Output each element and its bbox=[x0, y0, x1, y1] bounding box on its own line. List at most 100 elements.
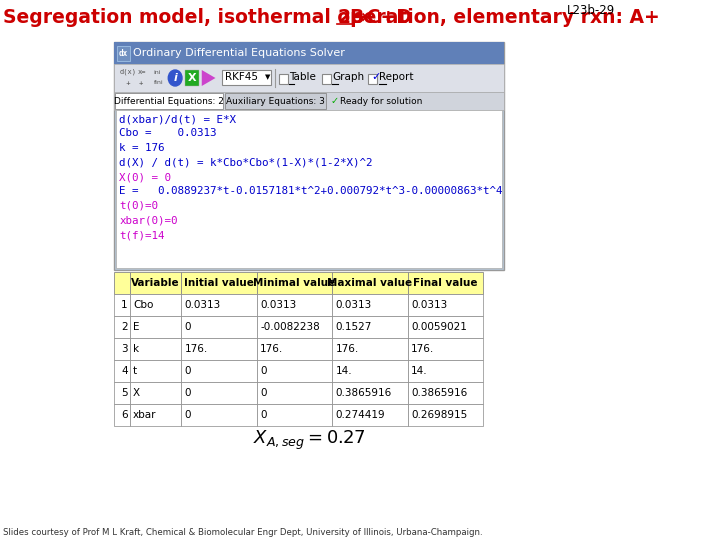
Bar bbox=[114, 404, 130, 426]
Bar bbox=[130, 382, 181, 404]
Bar bbox=[114, 92, 504, 110]
Text: +: + bbox=[139, 80, 143, 86]
Text: 0.3865916: 0.3865916 bbox=[336, 388, 392, 398]
Text: 3: 3 bbox=[121, 344, 128, 354]
Text: 176.: 176. bbox=[184, 344, 208, 354]
Text: L23b-29: L23b-29 bbox=[567, 4, 615, 17]
Text: 176.: 176. bbox=[411, 344, 434, 354]
Text: Table: Table bbox=[289, 72, 316, 82]
Bar bbox=[181, 316, 257, 338]
Text: 0.0059021: 0.0059021 bbox=[411, 322, 467, 332]
Bar bbox=[332, 404, 408, 426]
Bar bbox=[181, 404, 257, 426]
Bar bbox=[369, 74, 377, 84]
Bar bbox=[117, 46, 130, 61]
Bar bbox=[257, 294, 332, 316]
Bar bbox=[279, 74, 287, 84]
Text: E: E bbox=[133, 322, 140, 332]
Text: 0: 0 bbox=[184, 366, 191, 376]
Bar bbox=[332, 272, 408, 294]
Text: Initial value: Initial value bbox=[184, 278, 254, 288]
Text: xbar(0)=0: xbar(0)=0 bbox=[120, 215, 178, 226]
Text: 0.3865916: 0.3865916 bbox=[411, 388, 467, 398]
Text: $X_{A,seg} = 0.27$: $X_{A,seg} = 0.27$ bbox=[253, 428, 366, 451]
Text: 0.274419: 0.274419 bbox=[336, 410, 385, 420]
Bar bbox=[257, 338, 332, 360]
Text: 0.0313: 0.0313 bbox=[411, 300, 448, 310]
Text: ini: ini bbox=[153, 70, 161, 75]
Text: ▼: ▼ bbox=[265, 74, 271, 80]
Text: 0.0313: 0.0313 bbox=[336, 300, 372, 310]
Circle shape bbox=[168, 70, 182, 86]
Text: 0: 0 bbox=[260, 388, 266, 398]
Bar bbox=[408, 382, 483, 404]
Text: d(X) / d(t) = k*Cbo*Cbo*(1-X)*(1-2*X)^2: d(X) / d(t) = k*Cbo*Cbo*(1-X)*(1-2*X)^2 bbox=[120, 158, 373, 167]
Bar bbox=[114, 338, 130, 360]
Bar bbox=[332, 316, 408, 338]
Bar bbox=[186, 70, 199, 86]
Text: X: X bbox=[133, 388, 140, 398]
Text: Slides courtesy of Prof M L Kraft, Chemical & Biomolecular Engr Dept, University: Slides courtesy of Prof M L Kraft, Chemi… bbox=[4, 528, 483, 537]
Text: Cbo: Cbo bbox=[133, 300, 153, 310]
Text: k: k bbox=[133, 344, 139, 354]
Polygon shape bbox=[202, 70, 215, 86]
Text: 0: 0 bbox=[184, 388, 191, 398]
Bar bbox=[130, 404, 181, 426]
Bar bbox=[257, 382, 332, 404]
Bar bbox=[408, 272, 483, 294]
Bar bbox=[332, 294, 408, 316]
Text: xbar: xbar bbox=[133, 410, 156, 420]
Text: 14.: 14. bbox=[336, 366, 352, 376]
Text: 2: 2 bbox=[121, 322, 128, 332]
Text: dx: dx bbox=[119, 49, 128, 57]
Text: 0: 0 bbox=[260, 410, 266, 420]
Text: 176.: 176. bbox=[336, 344, 359, 354]
Text: 0.0313: 0.0313 bbox=[184, 300, 221, 310]
Bar bbox=[181, 272, 257, 294]
Bar bbox=[130, 338, 181, 360]
Bar bbox=[130, 272, 181, 294]
Bar bbox=[332, 338, 408, 360]
Text: t(0)=0: t(0)=0 bbox=[120, 201, 158, 211]
Text: 2B: 2B bbox=[338, 8, 365, 27]
Text: 0.2698915: 0.2698915 bbox=[411, 410, 467, 420]
Bar bbox=[114, 294, 130, 316]
Text: ✓: ✓ bbox=[330, 96, 338, 106]
Text: →C+D: →C+D bbox=[352, 8, 413, 27]
Text: d(x): d(x) bbox=[120, 69, 136, 75]
Text: fini: fini bbox=[153, 80, 163, 85]
Bar bbox=[408, 360, 483, 382]
Text: Differential Equations: 2: Differential Equations: 2 bbox=[114, 97, 224, 105]
Text: i: i bbox=[174, 73, 177, 83]
Bar bbox=[322, 74, 330, 84]
Text: 0.0313: 0.0313 bbox=[260, 300, 297, 310]
Bar bbox=[257, 272, 332, 294]
Bar bbox=[114, 64, 504, 92]
Text: Cbo =    0.0313: Cbo = 0.0313 bbox=[120, 129, 217, 138]
Bar bbox=[116, 110, 503, 268]
Bar bbox=[222, 70, 271, 85]
Text: 5: 5 bbox=[121, 388, 128, 398]
Text: Segregation model, isothermal operation, elementary rxn: A+: Segregation model, isothermal operation,… bbox=[4, 8, 660, 27]
Text: 4: 4 bbox=[121, 366, 128, 376]
Bar bbox=[257, 404, 332, 426]
Text: Maximal value: Maximal value bbox=[328, 278, 413, 288]
Bar bbox=[130, 360, 181, 382]
Text: t(f)=14: t(f)=14 bbox=[120, 230, 165, 240]
Bar bbox=[181, 382, 257, 404]
Bar bbox=[114, 360, 130, 382]
Bar bbox=[225, 93, 326, 109]
Text: Variable: Variable bbox=[131, 278, 180, 288]
Text: Ordinary Differential Equations Solver: Ordinary Differential Equations Solver bbox=[133, 48, 345, 58]
Text: 0: 0 bbox=[184, 410, 191, 420]
Bar bbox=[332, 382, 408, 404]
Text: -0.0082238: -0.0082238 bbox=[260, 322, 320, 332]
Text: 0.1527: 0.1527 bbox=[336, 322, 372, 332]
Text: Report: Report bbox=[379, 72, 414, 82]
Text: ✓: ✓ bbox=[371, 72, 380, 82]
Text: Auxiliary Equations: 3: Auxiliary Equations: 3 bbox=[226, 97, 325, 105]
Bar bbox=[257, 316, 332, 338]
Bar bbox=[114, 42, 504, 64]
Bar bbox=[408, 404, 483, 426]
Text: 14.: 14. bbox=[411, 366, 428, 376]
